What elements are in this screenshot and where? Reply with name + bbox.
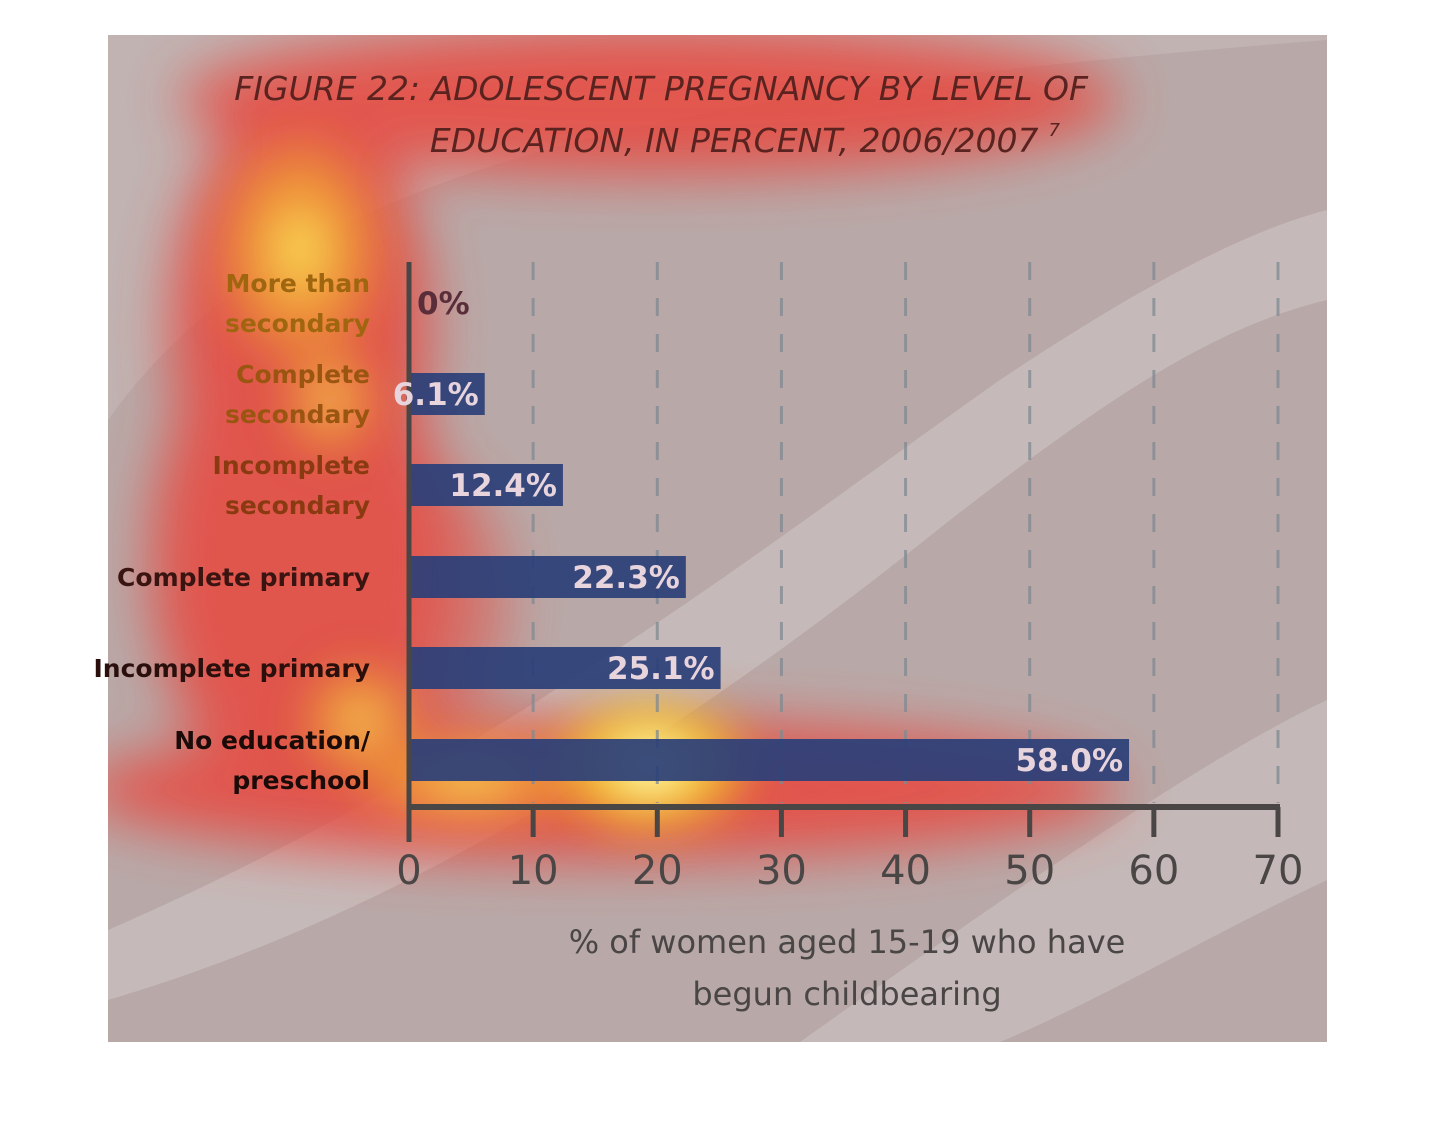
chart-title: FIGURE 22: ADOLESCENT PREGNANCY BY LEVEL… [234,69,1089,160]
title-footnote: 7 [1049,120,1061,141]
x-tick-label-0: 0 [396,848,421,894]
category-label-1-line-0: Complete [236,360,370,389]
category-label-0-line-0: More than [226,269,370,298]
x-axis-title-line-2: begun childbearing [692,975,1001,1013]
category-label-1-line-1: secondary [225,400,370,429]
title-line-1: FIGURE 22: ADOLESCENT PREGNANCY BY LEVEL… [234,69,1089,108]
x-tick-label-10: 10 [508,848,559,894]
data-label-5: 58.0% [1015,743,1123,779]
x-axis-title: % of women aged 15-19 who have begun chi… [569,923,1126,1013]
x-axis-title-line-1: % of women aged 15-19 who have [569,923,1126,961]
category-label-4-line-0: Incomplete primary [93,654,370,683]
category-label-2-line-1: secondary [225,491,370,520]
data-label-2: 12.4% [449,468,557,504]
x-tick-label-60: 60 [1128,848,1179,894]
bar-1 [409,373,485,415]
x-tick-label-40: 40 [880,848,931,894]
bars [409,373,1130,781]
bar-2 [409,464,563,506]
data-label-1: 6.1% [393,377,479,413]
x-tick-label-70: 70 [1253,848,1304,894]
axes [406,262,1281,842]
category-label-3-line-0: Complete primary [117,563,370,592]
bar-5 [409,739,1130,781]
x-tick-label-50: 50 [1004,848,1055,894]
data-label-3: 22.3% [572,560,680,596]
x-tick-label-20: 20 [632,848,683,894]
x-tick-label-30: 30 [756,848,807,894]
title-line-2: EDUCATION, IN PERCENT, 2006/2007 7 [430,120,1061,160]
category-label-2-line-0: Incomplete [213,451,370,480]
labels: 0% 6.1% 12.4% 22.3% 25.1% 58.0% More than secon… [93,269,1303,894]
data-label-4: 25.1% [607,651,715,687]
category-label-0-line-1: secondary [225,309,370,338]
title-line-2-text: EDUCATION, IN PERCENT, 2006/2007 [430,121,1039,160]
category-label-5-line-0: No education/ [174,726,371,755]
bar-4 [409,647,721,689]
category-label-5-line-1: preschool [232,766,370,795]
bar-3 [409,556,686,598]
data-label-0: 0% [417,286,470,322]
